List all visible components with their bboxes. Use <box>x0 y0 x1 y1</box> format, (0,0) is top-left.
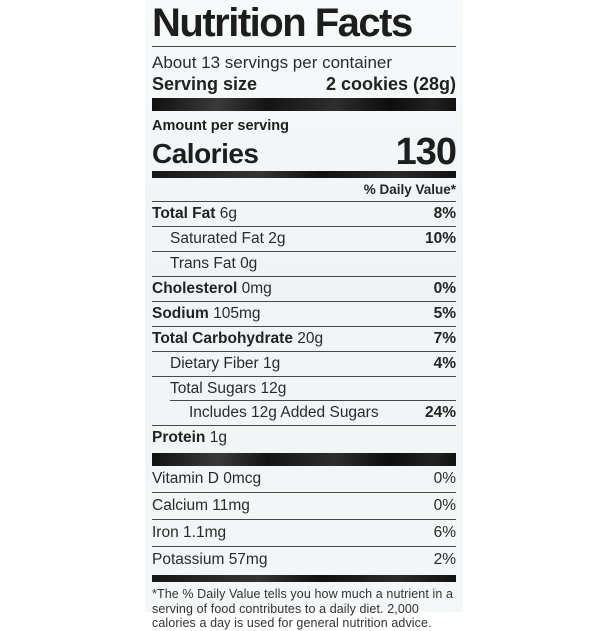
medium-bar-calories <box>152 171 456 178</box>
nutrient-row-saturated-fat: Saturated Fat 2g 10% <box>152 227 456 252</box>
vitamin-row-iron: Iron 1.1mg 6% <box>152 520 456 547</box>
thick-bar-bottom <box>152 453 456 466</box>
nutrient-row-cholesterol: Cholesterol 0mg 0% <box>152 277 456 302</box>
serving-size-row: Serving size 2 cookies (28g) <box>152 73 456 95</box>
nutrient-row-total-carbohydrate: Total Carbohydrate 20g 7% <box>152 327 456 352</box>
medium-bar-footnote <box>152 575 456 582</box>
page-background: Nutrition Facts About 13 servings per co… <box>145 0 463 630</box>
nutrient-row-total-fat: Total Fat 6g 8% <box>152 202 456 227</box>
nutrient-row-sodium: Sodium 105mg 5% <box>152 302 456 327</box>
thick-bar-top <box>152 98 456 111</box>
nutrient-row-protein: Protein 1g <box>152 429 227 446</box>
vitamin-row-vitamin-d: Vitamin D 0mcg 0% <box>152 466 456 493</box>
vitamin-row-potassium: Potassium 57mg 2% <box>152 551 456 568</box>
calories-row: Calories 130 <box>152 131 457 173</box>
nutrient-row-added-sugars: Includes 12g Added Sugars 24% <box>152 401 456 426</box>
label-title: Nutrition Facts <box>152 1 413 45</box>
amount-per-serving-label: Amount per serving <box>152 118 289 134</box>
calories-label: Calories <box>152 138 259 169</box>
title-divider <box>152 46 456 47</box>
calories-value: 130 <box>395 131 457 173</box>
vitamin-row-calcium: Calcium 11mg 0% <box>152 493 456 520</box>
nutrient-row-dietary-fiber: Dietary Fiber 1g 4% <box>152 352 456 377</box>
daily-value-header: % Daily Value* <box>152 182 456 202</box>
servings-per-container: About 13 servings per container <box>152 53 393 72</box>
serving-size-label: Serving size <box>152 74 258 94</box>
daily-value-footnote: *The % Daily Value tells you how much a … <box>152 587 454 630</box>
nutrient-row-total-sugars: Total Sugars 12g <box>152 377 456 401</box>
nutrition-facts-label: Nutrition Facts About 13 servings per co… <box>145 0 463 630</box>
serving-size-value: 2 cookies (28g) <box>325 74 456 94</box>
nutrient-row-trans-fat: Trans Fat 0g <box>152 252 456 277</box>
